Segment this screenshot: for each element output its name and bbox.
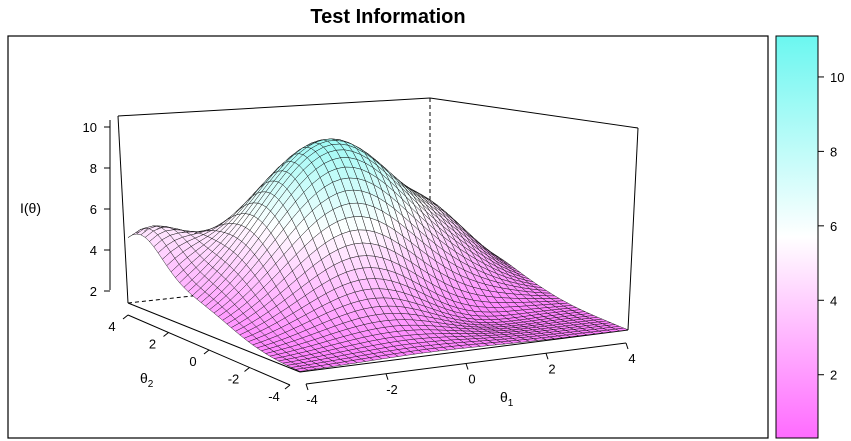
- y-tick-labels: -4 -2 0 2 4: [108, 314, 291, 404]
- x-tick-labels: -4 -2 0 2 4: [305, 342, 636, 407]
- y-tick-label: -2: [228, 372, 240, 387]
- box-front-edges: [117, 97, 639, 373]
- colorbar-tick-label: 10: [830, 70, 844, 85]
- z-tick-label: 2: [90, 284, 97, 299]
- y-tick-label: 0: [189, 354, 196, 369]
- z-tick-label: 4: [90, 243, 97, 258]
- z-axis-label: I(θ): [20, 200, 41, 216]
- y-tick-mark: [122, 314, 129, 320]
- surface-mesh: [127, 138, 629, 372]
- x-tick-label: -4: [306, 392, 318, 407]
- plot-frame: [7, 35, 769, 439]
- x-tick-mark: [385, 373, 389, 380]
- colorbar-ticks: 2 4 6 8 10: [818, 70, 844, 383]
- z-tick-label: 8: [90, 161, 97, 176]
- z-tick-label: 10: [83, 120, 97, 135]
- y-axis-label: θ2: [140, 370, 154, 390]
- x-tick-label: 4: [628, 351, 635, 366]
- y-tick-mark: [244, 367, 250, 372]
- y-axis-label-sub: 2: [148, 379, 154, 390]
- z-tick-label: 6: [90, 202, 97, 217]
- surface-facet: [614, 327, 629, 332]
- y-tick-mark: [163, 332, 169, 337]
- colorbar-tick-label: 2: [830, 368, 837, 383]
- colorbar: [775, 35, 819, 439]
- x-tick-label: -2: [386, 382, 398, 397]
- colorbar-tick-label: 4: [830, 293, 837, 308]
- x-tick-mark: [625, 342, 629, 350]
- y-tick-label: 4: [108, 319, 115, 334]
- y-tick-label: 2: [149, 337, 156, 352]
- chart-title: Test Information: [310, 6, 466, 28]
- x-tick-mark: [305, 383, 309, 391]
- z-tick-labels: 2 4 6 8 10: [83, 120, 110, 299]
- x-axis-label: θ1: [500, 389, 514, 409]
- x-tick-label: 2: [548, 361, 555, 376]
- x-tick-mark: [545, 353, 549, 360]
- y-tick-mark: [203, 349, 210, 355]
- y-tick-mark: [284, 384, 291, 390]
- x-axis-label-sub: 1: [508, 398, 514, 409]
- x-tick-label: 0: [468, 372, 475, 387]
- colorbar-tick-label: 8: [830, 144, 837, 159]
- x-tick-mark: [465, 363, 469, 370]
- y-tick-label: -4: [268, 389, 280, 404]
- colorbar-tick-label: 6: [830, 219, 837, 234]
